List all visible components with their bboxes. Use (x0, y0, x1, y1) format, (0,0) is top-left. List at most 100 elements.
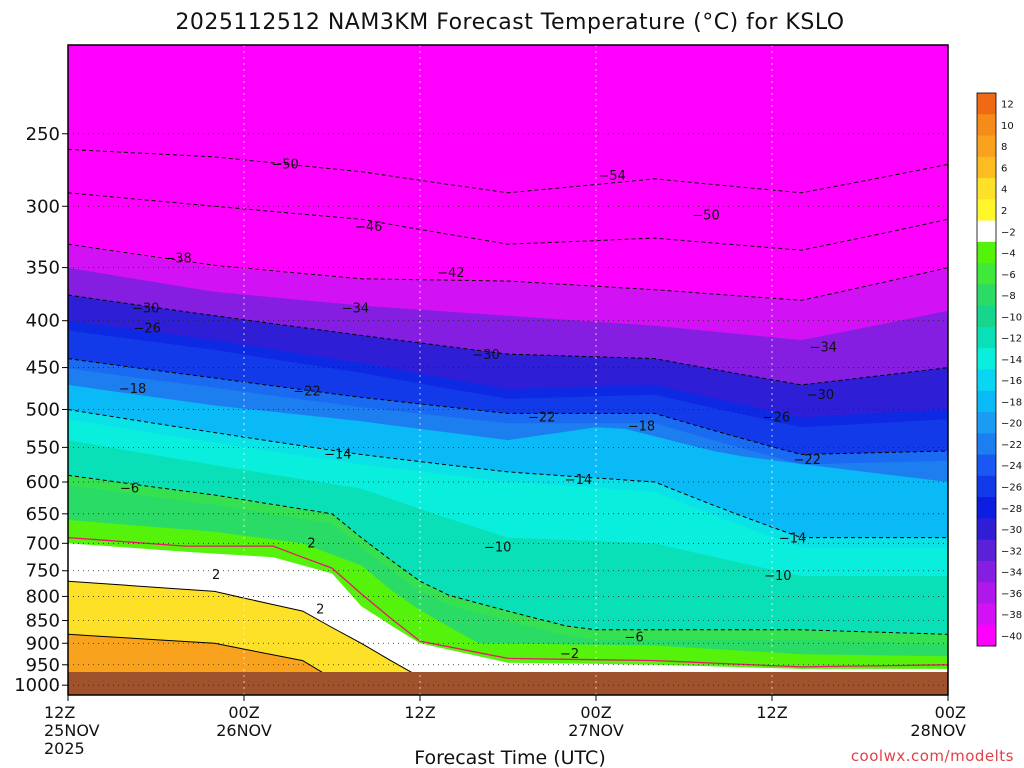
colorbar-swatch (977, 178, 996, 200)
colorbar-label: −4 (1001, 249, 1016, 260)
contour-label: −14 (779, 532, 806, 547)
colorbar-label: 8 (1001, 142, 1007, 153)
colorbar-swatch (977, 348, 996, 370)
colorbar-swatch (977, 582, 996, 604)
temperature-band-shade (68, 409, 948, 548)
y-tick-label: 500 (26, 399, 60, 420)
contour-label: −2 (560, 647, 579, 662)
y-axis-ticks: 2503003504004505005506006507007508008509… (14, 124, 68, 696)
colorbar-swatch (977, 475, 996, 498)
isotherm-dashed (68, 148, 948, 194)
x-tick-label: 12Z (404, 703, 435, 722)
y-tick-label: 550 (26, 437, 60, 458)
contour-label: −30 (132, 302, 159, 317)
colorbar-label: −30 (1001, 525, 1022, 536)
contour-label: −42 (437, 266, 464, 281)
contour-label: −14 (324, 448, 351, 463)
colorbar-label: −32 (1001, 546, 1022, 557)
source-credit: coolwx.com/modelts (851, 747, 1014, 765)
isotherm-dashed (68, 294, 948, 386)
isotherm-solid (68, 633, 948, 695)
temperature-band-shade (68, 320, 948, 428)
colorbar-swatch (977, 369, 996, 392)
plot-area: −54 −50 −50 −46 −42 −38 −34 −34 −30 −30 −30 −26 −26 −… (68, 45, 948, 695)
colorbar-label: −24 (1001, 461, 1022, 472)
colorbar-swatch (977, 241, 996, 264)
x-tick-label: 00Z (228, 703, 259, 722)
contour-label: −6 (625, 630, 644, 645)
y-tick-label: 750 (26, 561, 60, 582)
colorbar-label: −26 (1001, 482, 1022, 493)
colorbar-swatch (977, 454, 996, 477)
x-tick-label: 00Z (935, 703, 966, 722)
colorbar-swatch (977, 390, 996, 413)
y-tick-label: 300 (26, 196, 60, 217)
x-tick-label: 00Z (580, 703, 611, 722)
colorbar-swatch (977, 539, 996, 562)
y-tick-label: 650 (26, 504, 60, 525)
colorbar-label: −10 (1001, 312, 1022, 323)
y-tick-label: 1000 (14, 675, 60, 696)
colorbar-label: −38 (1001, 610, 1022, 621)
contour-label: −30 (807, 388, 834, 403)
colorbar-label: −34 (1001, 568, 1022, 579)
colorbar-frame (976, 92, 997, 647)
y-tick-label: 800 (26, 586, 60, 607)
colorbar-label: −20 (1001, 419, 1022, 430)
x-tick-label: 26NOV (216, 721, 272, 740)
x-axis-label: Forecast Time (UTC) (414, 747, 605, 768)
x-tick-label: 27NOV (568, 721, 624, 740)
contour-label: −50 (271, 157, 298, 172)
colorbar-swatch (977, 220, 996, 243)
x-tick-label: 12Z (756, 703, 787, 722)
contour-label: −38 (164, 251, 191, 266)
colorbar-label: −6 (1001, 270, 1016, 281)
colorbar-swatch (977, 603, 996, 626)
colorbar-swatch (977, 263, 996, 285)
plot-frame (67, 44, 949, 696)
y-tick-label: 950 (26, 655, 60, 676)
contour-label: −54 (598, 169, 625, 184)
x-tick-label: 12Z (44, 703, 75, 722)
y-tick-label: 350 (26, 258, 60, 279)
colorbar-label: −12 (1001, 334, 1022, 345)
contour-label: 2 (307, 536, 315, 551)
contour-label: −18 (119, 382, 146, 397)
colorbar-label: −36 (1001, 589, 1022, 600)
colorbar-label: −18 (1001, 397, 1022, 408)
y-tick-label: 700 (26, 533, 60, 554)
colorbar: 12 10 8 6 4 2 −2 −4 −6 −8 −10 −12 −14 −16 −18 −20 −22 −24… (976, 92, 1022, 647)
y-tick-label: 900 (26, 633, 60, 654)
colorbar-label: 6 (1001, 163, 1007, 174)
isotherm-dashed (68, 243, 948, 301)
contour-label: −10 (764, 569, 791, 584)
x-tick-label: 25NOV (44, 721, 100, 740)
isotherm-dashed (68, 192, 948, 251)
colorbar-label: −14 (1001, 355, 1022, 366)
contour-label: −26 (133, 322, 160, 337)
colorbar-swatch (977, 135, 996, 158)
grid-lines (68, 45, 948, 695)
colorbar-swatch (977, 412, 996, 434)
colorbar-label: −40 (1001, 631, 1022, 642)
colorbar-label: 2 (1001, 206, 1007, 217)
contour-label: −46 (355, 220, 382, 235)
ground-surface (68, 672, 948, 695)
contour-label: −10 (484, 540, 511, 555)
isotherm-dashed (68, 409, 948, 539)
y-tick-label: 400 (26, 311, 60, 332)
x-tick-label: 28NOV (910, 721, 966, 740)
colorbar-swatch (977, 518, 996, 541)
contour-label: −22 (528, 410, 555, 425)
freezing-line (68, 536, 948, 668)
contour-label: −30 (472, 348, 499, 363)
colorbar-swatch (977, 305, 996, 328)
contour-label: −22 (793, 453, 820, 468)
x-tick-label: 2025 (44, 739, 85, 758)
contour-label: 2 (316, 603, 324, 618)
y-tick-label: 600 (26, 472, 60, 493)
colorbar-label: −8 (1001, 291, 1016, 302)
colorbar-swatch (977, 433, 996, 456)
